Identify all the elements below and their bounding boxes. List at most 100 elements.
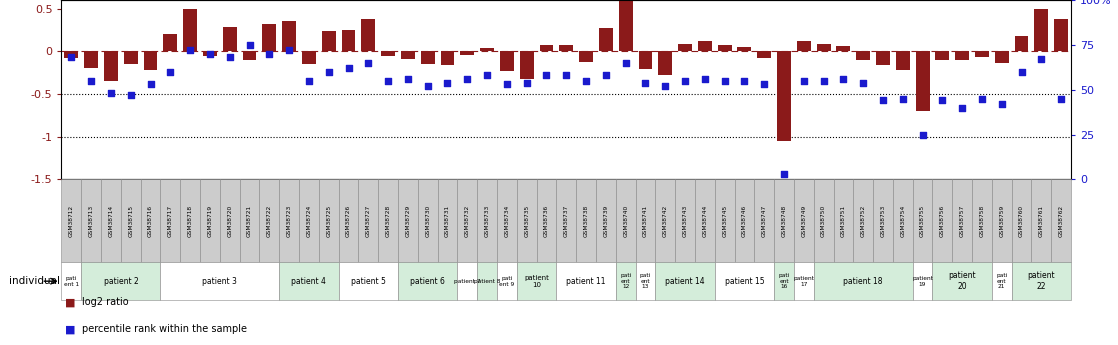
Point	[419, 83, 437, 89]
Text: GSM38732: GSM38732	[465, 205, 470, 237]
Text: patient 6: patient 6	[410, 277, 445, 286]
Bar	[1034, 9, 1049, 51]
Text: GSM38743: GSM38743	[682, 205, 688, 237]
Bar	[520, 51, 533, 79]
Bar	[616, 179, 635, 262]
Point	[893, 96, 911, 101]
Text: GSM38734: GSM38734	[504, 205, 510, 237]
Bar	[975, 51, 989, 57]
Bar	[755, 179, 774, 262]
Bar	[695, 179, 714, 262]
Point	[854, 80, 872, 85]
Bar	[101, 179, 121, 262]
Text: GSM38740: GSM38740	[623, 205, 628, 237]
Bar	[635, 179, 655, 262]
Bar	[655, 179, 675, 262]
Point	[636, 80, 654, 85]
Bar	[143, 51, 158, 70]
Text: patient 4: patient 4	[292, 277, 326, 286]
Point	[1052, 96, 1070, 101]
Bar	[836, 46, 851, 51]
Text: GSM38723: GSM38723	[286, 205, 292, 237]
Bar	[1051, 179, 1071, 262]
Bar	[381, 51, 395, 56]
Text: GSM38718: GSM38718	[188, 205, 192, 237]
Point	[874, 98, 892, 103]
Text: patient
17: patient 17	[794, 276, 814, 287]
Point	[597, 72, 615, 78]
Bar	[557, 262, 616, 300]
Bar	[738, 47, 751, 51]
Bar	[339, 262, 398, 300]
Bar	[203, 51, 217, 56]
Bar	[398, 179, 418, 262]
Point	[775, 171, 793, 177]
Bar	[440, 51, 454, 65]
Point	[557, 72, 575, 78]
Bar	[259, 179, 280, 262]
Text: GSM38755: GSM38755	[920, 205, 925, 237]
Point	[142, 81, 160, 87]
Text: patient 7: patient 7	[454, 279, 481, 284]
Point	[834, 76, 852, 82]
Point	[617, 60, 635, 66]
Point	[320, 69, 338, 75]
Text: GSM38728: GSM38728	[386, 205, 390, 237]
Text: GSM38752: GSM38752	[861, 205, 865, 237]
Text: pati
ent 1: pati ent 1	[64, 276, 79, 287]
Text: GSM38749: GSM38749	[802, 205, 806, 237]
Point	[518, 80, 536, 85]
Bar	[912, 179, 932, 262]
Bar	[936, 51, 949, 60]
Text: patient 15: patient 15	[724, 277, 765, 286]
Text: GSM38737: GSM38737	[563, 205, 569, 237]
Bar	[735, 179, 755, 262]
Text: patient 8: patient 8	[474, 279, 501, 284]
Bar	[679, 45, 692, 51]
Bar	[61, 179, 82, 262]
Bar	[655, 262, 714, 300]
Bar	[814, 179, 834, 262]
Bar	[877, 51, 890, 65]
Bar	[420, 51, 435, 64]
Bar	[995, 51, 1008, 63]
Text: patient 14: patient 14	[665, 277, 704, 286]
Bar	[537, 179, 557, 262]
Text: GSM38759: GSM38759	[999, 205, 1004, 237]
Bar	[82, 262, 161, 300]
Text: GSM38721: GSM38721	[247, 205, 252, 237]
Text: GSM38762: GSM38762	[1059, 205, 1063, 237]
Bar	[893, 179, 912, 262]
Bar	[61, 262, 82, 300]
Point	[83, 78, 101, 83]
Point	[656, 83, 674, 89]
Text: GSM38724: GSM38724	[306, 205, 312, 237]
Bar	[517, 262, 557, 300]
Point	[538, 72, 556, 78]
Bar	[319, 179, 339, 262]
Bar	[777, 51, 790, 141]
Bar	[853, 179, 873, 262]
Text: GSM38727: GSM38727	[366, 205, 371, 237]
Point	[63, 55, 80, 60]
Bar	[698, 41, 712, 51]
Bar	[955, 51, 969, 60]
Point	[756, 81, 774, 87]
Bar	[163, 34, 178, 51]
Point	[676, 78, 694, 83]
Bar	[322, 31, 335, 51]
Point	[102, 90, 120, 96]
Text: GSM38738: GSM38738	[584, 205, 588, 237]
Bar	[757, 51, 771, 58]
Text: GSM38729: GSM38729	[406, 205, 410, 237]
Bar	[477, 262, 498, 300]
Text: patient
20: patient 20	[948, 272, 976, 291]
Point	[716, 78, 733, 83]
Bar	[814, 262, 912, 300]
Bar	[282, 20, 296, 51]
Text: GSM38720: GSM38720	[227, 205, 233, 237]
Text: GSM38754: GSM38754	[900, 205, 906, 237]
Text: GSM38730: GSM38730	[425, 205, 430, 237]
Text: GSM38719: GSM38719	[208, 205, 212, 237]
Bar	[339, 179, 359, 262]
